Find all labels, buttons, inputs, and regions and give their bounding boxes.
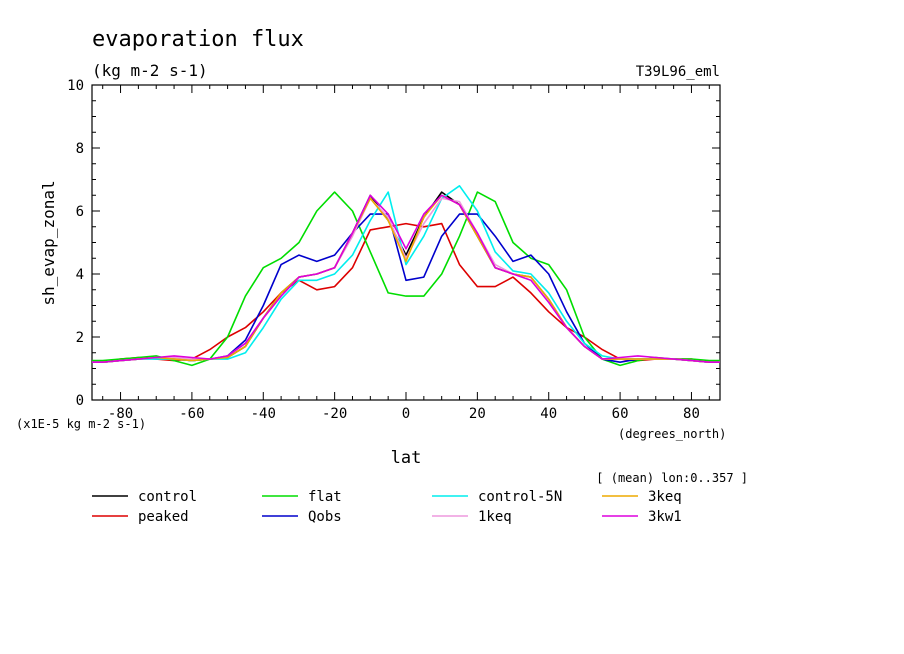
legend-label: 1keq bbox=[478, 509, 512, 525]
x-tick-label: 20 bbox=[469, 406, 486, 422]
x-tick-label: 60 bbox=[612, 406, 629, 422]
y-units-label: (x1E-5 kg m-2 s-1) bbox=[16, 417, 146, 431]
y-tick-label: 2 bbox=[76, 330, 84, 346]
legend-label: 3keq bbox=[648, 489, 682, 505]
legend-label: 3kw1 bbox=[648, 509, 682, 525]
x-tick-label: 80 bbox=[683, 406, 700, 422]
legend-label: flat bbox=[308, 489, 342, 505]
legend-label: control bbox=[138, 489, 197, 505]
series-lines bbox=[92, 185, 720, 367]
y-tick-label: 8 bbox=[76, 141, 84, 157]
x-tick-label: -60 bbox=[179, 406, 204, 422]
legend-label: Qobs bbox=[308, 509, 342, 525]
legend-item: 1keq bbox=[432, 509, 512, 525]
x-units-label: (degrees_north) bbox=[618, 427, 726, 441]
run-label: T39L96_eml bbox=[636, 64, 720, 80]
x-tick-label: 0 bbox=[402, 406, 410, 422]
x-axis: -80 -60 -40 -20 0 20 40 60 80 bbox=[102, 85, 710, 422]
x-tick-label: 40 bbox=[540, 406, 557, 422]
y-axis: 0 2 4 6 8 10 bbox=[67, 78, 720, 409]
mean-note: [ (mean) lon:0..357 ] bbox=[596, 471, 748, 485]
x-axis-label: lat bbox=[391, 448, 422, 468]
series-line-qobs bbox=[92, 213, 720, 364]
legend-item: control bbox=[92, 489, 197, 505]
y-axis-label: sh_evap_zonal bbox=[39, 180, 58, 305]
legend-item: 3kw1 bbox=[602, 509, 682, 525]
legend-item: 3keq bbox=[602, 489, 682, 505]
series-line-peaked bbox=[92, 222, 720, 364]
series-line-3keq bbox=[92, 194, 720, 364]
series-line-control-5n bbox=[92, 185, 720, 364]
chart-title: evaporation flux bbox=[92, 27, 304, 52]
legend-item: peaked bbox=[92, 509, 189, 525]
legend-item: control-5N bbox=[432, 489, 562, 505]
series-line-control bbox=[92, 191, 720, 364]
series-line-flat bbox=[92, 191, 720, 367]
x-tick-label: -40 bbox=[251, 406, 276, 422]
legend-label: control-5N bbox=[478, 489, 562, 505]
legend: control flat control-5N 3keq peaked Qobs 1keq 3… bbox=[92, 489, 682, 525]
y-tick-label: 4 bbox=[76, 267, 84, 283]
y-tick-label: 6 bbox=[76, 204, 84, 220]
chart-subtitle: (kg m-2 s-1) bbox=[92, 61, 208, 80]
legend-item: flat bbox=[262, 489, 342, 505]
y-tick-label: 0 bbox=[76, 393, 84, 409]
x-tick-label: -20 bbox=[322, 406, 347, 422]
legend-label: peaked bbox=[138, 509, 189, 525]
y-tick-label: 10 bbox=[67, 78, 84, 94]
x-tick-label: -80 bbox=[108, 406, 133, 422]
series-line-3kw1 bbox=[92, 194, 720, 364]
plot-frame bbox=[91, 84, 721, 401]
legend-item: Qobs bbox=[262, 509, 342, 525]
